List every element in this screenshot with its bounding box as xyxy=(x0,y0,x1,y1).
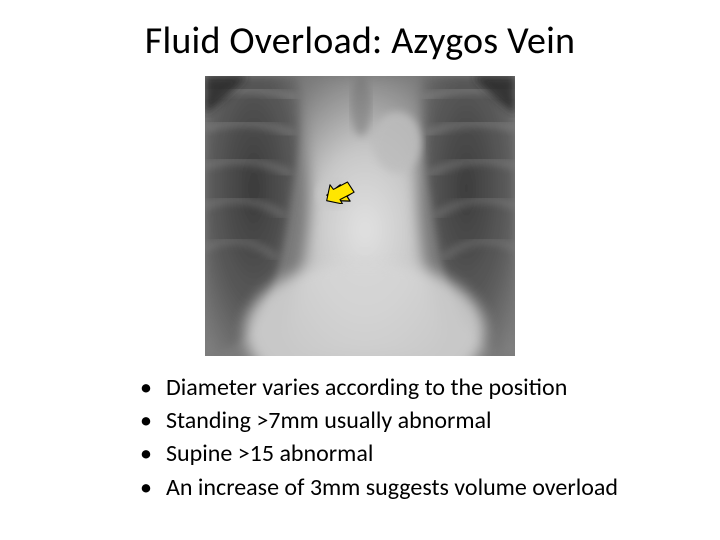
xray-image xyxy=(205,76,515,356)
bullet-text: Supine >15 abnormal xyxy=(166,439,373,468)
xray-svg xyxy=(205,76,515,356)
bullet-text: Standing >7mm usually abnormal xyxy=(166,406,492,435)
list-item: Standing >7mm usually abnormal xyxy=(140,405,680,436)
bullet-text: An increase of 3mm suggests volume overl… xyxy=(166,473,618,502)
list-item: Supine >15 abnormal xyxy=(140,438,680,469)
list-item: An increase of 3mm suggests volume overl… xyxy=(140,472,680,503)
page-title: Fluid Overload: Azygos Vein xyxy=(40,18,680,64)
bullet-text: Diameter varies according to the positio… xyxy=(166,373,567,402)
list-item: Diameter varies according to the positio… xyxy=(140,372,680,403)
slide-container: Fluid Overload: Azygos Vein xyxy=(0,0,720,540)
bullet-list: Diameter varies according to the positio… xyxy=(40,372,680,503)
